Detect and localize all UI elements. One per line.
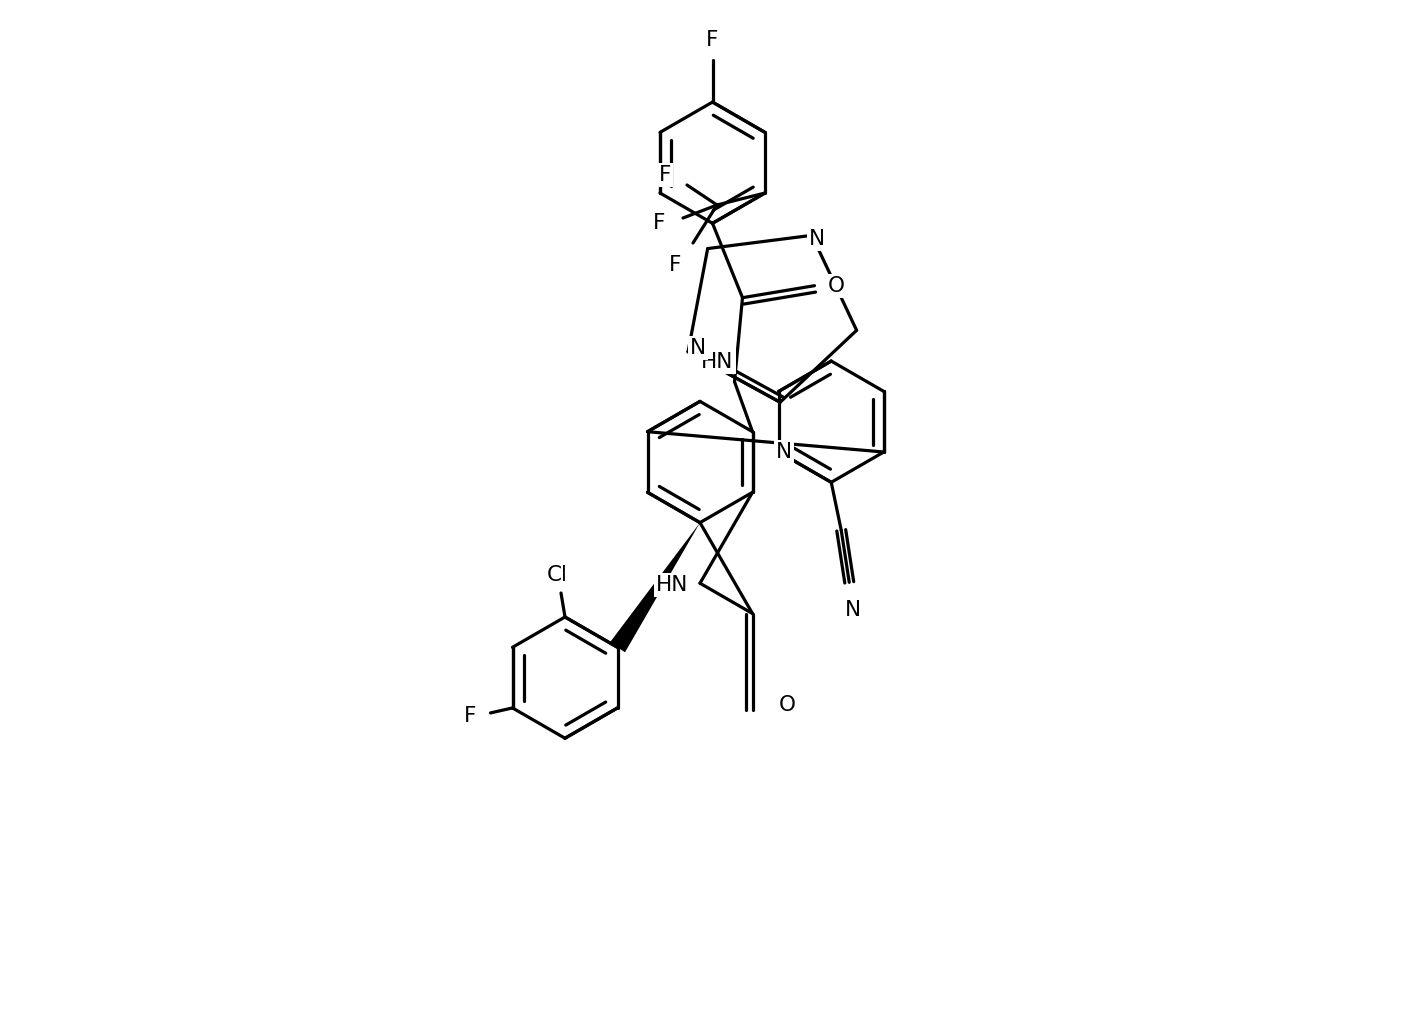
Text: F: F [669,255,681,275]
Text: N: N [775,442,792,462]
Text: HN: HN [655,576,688,595]
Polygon shape [610,523,700,652]
Text: F: F [652,213,665,233]
Text: O: O [780,696,797,715]
Text: Cl: Cl [546,565,567,585]
Text: F: F [464,706,477,726]
Text: N: N [845,600,862,620]
Text: N: N [809,230,825,249]
Text: HN: HN [702,352,734,371]
Text: N: N [691,338,706,358]
Text: F: F [659,165,671,185]
Text: F: F [706,31,719,50]
Text: O: O [828,276,845,296]
